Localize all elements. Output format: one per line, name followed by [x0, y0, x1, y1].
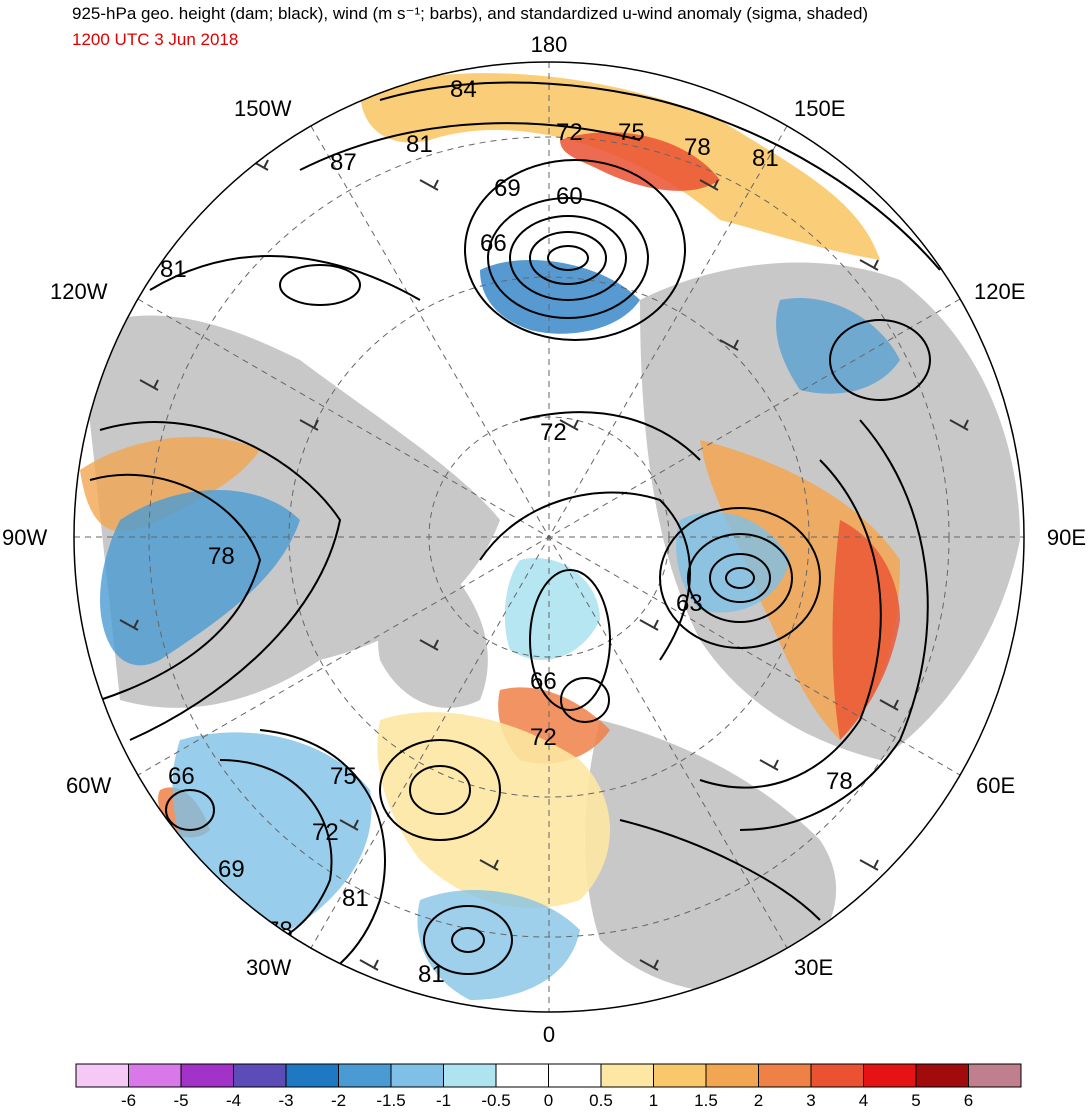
- colorbar-swatch: [338, 1063, 392, 1088]
- colorbar-tick-label: -3: [278, 1091, 294, 1110]
- lon-label-30w: 30W: [246, 955, 291, 980]
- contour-labels: 84 81 87 72 75 78 81 69 60 66 81 72 78 6…: [160, 76, 853, 988]
- contour-label: 66: [480, 230, 507, 257]
- colorbar-tick-label: 1: [648, 1091, 659, 1110]
- map-disk: 84 81 87 72 75 78 81 69 60 66 81 72 78 6…: [74, 62, 1024, 1012]
- colorbar-tick-label: -5: [173, 1091, 189, 1110]
- colorbar: [75, 1063, 1022, 1088]
- anomaly-pos-north: [360, 73, 880, 260]
- contour-label: 84: [450, 76, 477, 103]
- contour-label: 81: [342, 885, 369, 912]
- contour-label: 78: [684, 134, 711, 161]
- contour-label: 72: [540, 419, 567, 446]
- colorbar-tick-label: 1.5: [694, 1091, 718, 1110]
- contour-label: 72: [556, 119, 583, 146]
- map-border: [73, 61, 1025, 1013]
- colorbar-swatch: [810, 1063, 864, 1088]
- contour-label: 75: [618, 119, 645, 146]
- colorbar-swatch: [390, 1063, 444, 1088]
- colorbar-swatch: [128, 1063, 182, 1088]
- colorbar-swatch: [233, 1063, 287, 1088]
- contour-label: 69: [218, 856, 245, 883]
- contour-label: 72: [312, 819, 339, 846]
- lon-label-0: 0: [543, 1022, 555, 1047]
- height-contours: [89, 81, 941, 991]
- colorbar-swatch: [285, 1063, 339, 1088]
- colorbar-tick-label: -4: [225, 1091, 242, 1110]
- colorbar-tick-label: 0: [543, 1091, 554, 1110]
- colorbar-swatch: [75, 1063, 129, 1088]
- contour-label: 81: [406, 131, 433, 158]
- lon-label-120w: 120W: [50, 279, 108, 304]
- colorbar-tick-label: -6: [120, 1091, 137, 1110]
- lon-label-60e: 60E: [976, 773, 1015, 798]
- colorbar-swatch: [968, 1063, 1022, 1088]
- anomaly-strong-east-siberia: [560, 132, 720, 191]
- colorbar-tick-label: -1: [435, 1091, 452, 1110]
- colorbar-tick-label: 4: [858, 1091, 869, 1110]
- lon-label-90w: 90W: [2, 525, 47, 550]
- contour-label: 69: [494, 175, 521, 202]
- colorbar-swatch: [180, 1063, 234, 1088]
- colorbar-swatch: [443, 1063, 497, 1088]
- lon-label-30e: 30E: [794, 955, 833, 980]
- colorbar-swatch: [495, 1063, 549, 1088]
- anomaly-neg-north-america: [100, 490, 300, 666]
- longitude-labels: 180 0 90W 90E 150W 120W 150E 120E 60W 30…: [2, 32, 1086, 1047]
- colorbar-tick-label: 3: [806, 1091, 816, 1110]
- valid-time: 1200 UTC 3 Jun 2018: [72, 30, 239, 49]
- anomaly-neg-east-asia: [776, 298, 900, 394]
- contour-label: 60: [556, 183, 583, 210]
- colorbar-tick-label: 2: [753, 1091, 764, 1110]
- anomaly-strong-west-siberia: [832, 520, 900, 740]
- lon-label-120e: 120E: [974, 279, 1025, 304]
- colorbar-swatch: [548, 1063, 602, 1088]
- colorbar-swatch: [758, 1063, 812, 1088]
- contour-label: 72: [530, 724, 557, 751]
- colorbar-tick-label: 0.5: [589, 1091, 613, 1110]
- contour-label: 66: [168, 763, 195, 790]
- contour-label: 87: [330, 149, 357, 176]
- colorbar-swatch: [600, 1063, 654, 1088]
- lon-label-90e: 90E: [1047, 525, 1086, 550]
- wind-barbs: [119, 159, 969, 971]
- colorbar-swatch: [705, 1063, 759, 1088]
- contour-label: 81: [160, 256, 187, 283]
- graticule: [74, 62, 1024, 1012]
- anomaly-pos-atlantic: [377, 712, 610, 908]
- chart-title: 925-hPa geo. height (dam; black), wind (…: [72, 4, 869, 23]
- anomaly-neg-low-east-siberia: [480, 260, 640, 334]
- contour-label: 75: [330, 763, 357, 790]
- colorbar-tick-label: -0.5: [481, 1091, 511, 1110]
- anomaly-pos-canada: [80, 436, 260, 532]
- colorbar-tick-label: -1.5: [376, 1091, 406, 1110]
- colorbar-tick-label: -2: [330, 1091, 347, 1110]
- lon-label-180: 180: [531, 32, 568, 57]
- colorbar-swatch: [915, 1063, 969, 1088]
- lon-label-60w: 60W: [66, 773, 111, 798]
- contour-label: 81: [752, 145, 779, 172]
- lon-label-150e: 150E: [794, 96, 845, 121]
- lon-label-150w: 150W: [234, 96, 292, 121]
- colorbar-swatch: [863, 1063, 917, 1088]
- contour-label: 78: [208, 543, 235, 570]
- contour-label: 66: [530, 668, 557, 695]
- contour-label: 63: [676, 590, 703, 617]
- colorbar-tick-label: 5: [911, 1091, 921, 1110]
- anomaly-neg-north-atlantic: [172, 732, 372, 930]
- land-greenland: [378, 560, 488, 708]
- contour-label: 81: [418, 961, 445, 988]
- colorbar-swatch: [653, 1063, 707, 1088]
- colorbar-tick-label: 6: [963, 1091, 974, 1110]
- contour-label: 78: [826, 768, 853, 795]
